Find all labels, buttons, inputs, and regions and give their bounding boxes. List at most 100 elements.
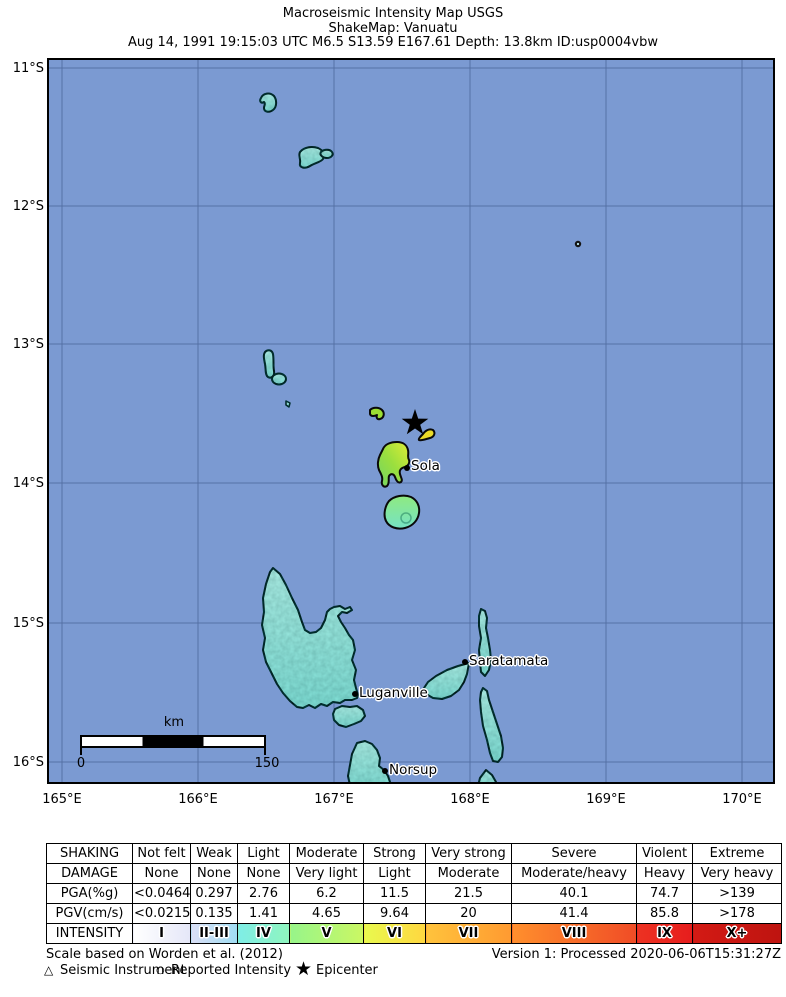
island-ureparapara (262, 349, 276, 379)
legend-cell: 9.64 (363, 903, 426, 924)
island-vanua-lava (376, 441, 411, 488)
island-mota (417, 428, 436, 442)
island-tegua-islet (319, 148, 334, 159)
legend-cell: >139 (692, 883, 782, 904)
lat-label-11s: 11°S (12, 61, 44, 76)
gaua-crater-ring (400, 512, 412, 524)
intensity-cell-ix: IX (636, 923, 693, 944)
map-canvas: Sola Saratamata Luganville Norsup km 0 1… (47, 58, 775, 784)
island-tegua (298, 146, 325, 169)
legend-cell: Heavy (636, 863, 693, 884)
island-hiu (259, 92, 278, 113)
scalebar-start-label: 0 (76, 756, 86, 771)
legend-cell: 11.5 (363, 883, 426, 904)
legend-cell: 20 (425, 903, 512, 924)
lat-label-15s: 15°S (12, 616, 44, 631)
epicenter-star-icon (401, 409, 429, 435)
scalebar-unit-label: km (163, 715, 185, 730)
island-banks-islet (271, 372, 287, 386)
legend-cell: <0.0215 (132, 903, 191, 924)
legend-cell: 4.65 (289, 903, 364, 924)
city-dot-norsup (382, 768, 388, 774)
legend-row-damage: DAMAGE None None None Very light Light M… (46, 863, 782, 884)
island-pentecost (479, 687, 504, 763)
legend-cell: >178 (692, 903, 782, 924)
island-espiritu-santo (261, 567, 359, 709)
city-label-sola: Sola (411, 458, 440, 474)
legend-cell: Extreme (692, 843, 782, 864)
intensity-cell-i: I (132, 923, 191, 944)
lat-label-16s: 16°S (12, 755, 44, 770)
legend-cell: Very heavy (692, 863, 782, 884)
island-merelava-speck (574, 240, 582, 248)
legend-cell: Moderate/heavy (511, 863, 637, 884)
graticule-gridlines (49, 60, 773, 782)
city-label-norsup: Norsup (389, 762, 438, 778)
map-svg (49, 60, 773, 782)
legend-cell: None (237, 863, 290, 884)
legend-cell: 6.2 (289, 883, 364, 904)
legend-cell: 41.4 (511, 903, 637, 924)
version-processed-text: Version 1: Processed 2020-06-06T15:31:27… (491, 947, 781, 962)
legend-cell: 74.7 (636, 883, 693, 904)
city-dot-saratamata (462, 659, 468, 665)
legend-cell: 1.41 (237, 903, 290, 924)
legend-cell: Weak (190, 843, 238, 864)
island-ambae (423, 662, 470, 700)
legend-cell: Moderate (425, 863, 512, 884)
island-banks-tiny (285, 400, 291, 408)
legend-cell: Not felt (132, 843, 191, 864)
legend-row-shaking: SHAKING Not felt Weak Light Moderate Str… (46, 843, 782, 864)
scalebar-end-label: 150 (254, 756, 280, 771)
legend-row-label: PGV(cm/s) (46, 903, 133, 924)
epicenter-label: Epicenter (316, 963, 378, 978)
intensity-cell-x: X+ (692, 923, 782, 944)
legend-cell: Light (363, 863, 426, 884)
legend-cell: Moderate (289, 843, 364, 864)
legend-row-pga: PGA(%g) <0.0464 0.297 2.76 6.2 11.5 21.5… (46, 883, 782, 904)
seismic-instrument-label: Seismic Instrument (60, 963, 186, 978)
scale-attribution-note: Scale based on Worden et al. (2012) (46, 947, 283, 962)
legend-row-label: SHAKING (46, 843, 133, 864)
island-group-epicentral (369, 406, 436, 530)
legend-cell: Severe (511, 843, 637, 864)
island-group-cyan (259, 92, 504, 782)
legend-cell: Very light (289, 863, 364, 884)
city-label-luganville: Luganville (359, 685, 428, 701)
island-maewo (478, 608, 492, 677)
legend-cell: Very strong (425, 843, 512, 864)
intensity-cell-v: V (289, 923, 364, 944)
scalebar-tick-left (80, 735, 82, 755)
legend-cell: <0.0464 (132, 883, 191, 904)
legend-cell: 0.297 (190, 883, 238, 904)
legend-cell: Violent (636, 843, 693, 864)
lon-label-168e: 168°E (450, 792, 490, 807)
map-title-block: Macroseismic Intensity Map USGS ShakeMap… (29, 6, 757, 51)
title-line-3: Aug 14, 1991 19:15:03 UTC M6.5 S13.59 E1… (128, 35, 658, 51)
island-gaua (383, 494, 421, 530)
legend-row-label: DAMAGE (46, 863, 133, 884)
seismic-instrument-icon: △ (44, 963, 54, 977)
legend-row-label: INTENSITY (46, 923, 133, 944)
legend-cell: 0.135 (190, 903, 238, 924)
title-line-1: Macroseismic Intensity Map USGS (282, 6, 504, 21)
scalebar-tick-right (264, 735, 266, 755)
intensity-cell-ii-iii: II-III (190, 923, 238, 944)
lon-label-170e: 170°E (722, 792, 762, 807)
island-malo (332, 705, 366, 728)
island-ambrym (477, 769, 498, 782)
legend-cell: Strong (363, 843, 426, 864)
reported-intensity-label: Reported Intensity (171, 963, 292, 978)
legend-row-label: PGA(%g) (46, 883, 133, 904)
legend-cell: 85.8 (636, 903, 693, 924)
lon-label-169e: 169°E (586, 792, 626, 807)
city-marker-dots (352, 465, 468, 774)
intensity-cell-viii: VIII (511, 923, 637, 944)
reported-intensity-icon: ○ (156, 965, 165, 976)
epicenter-star-legend-icon: ★ (295, 958, 313, 980)
island-malakula (347, 740, 392, 782)
lon-label-165e: 165°E (42, 792, 82, 807)
intensity-legend-table: SHAKING Not felt Weak Light Moderate Str… (46, 843, 782, 944)
lat-label-13s: 13°S (12, 337, 44, 352)
